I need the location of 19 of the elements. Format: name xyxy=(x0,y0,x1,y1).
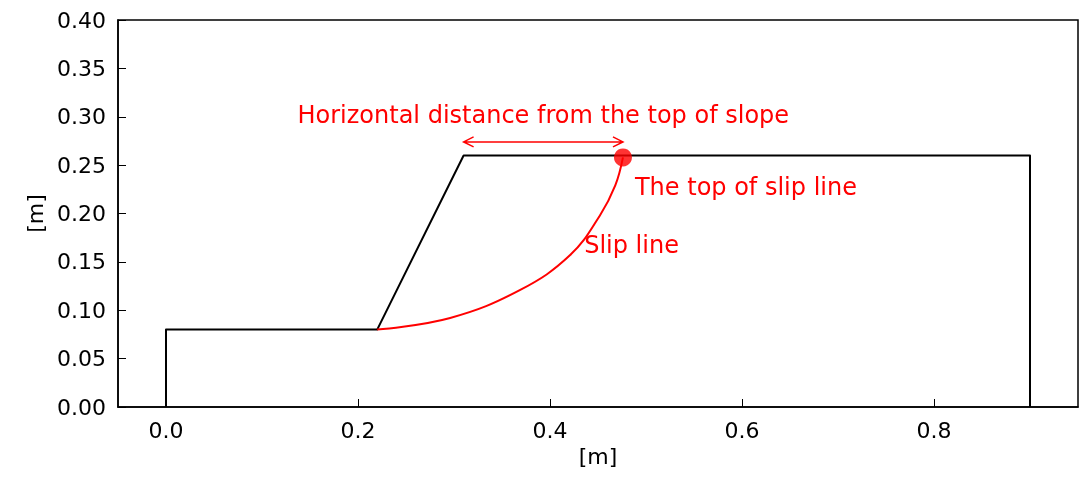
x-axis-title: [m] xyxy=(578,444,618,470)
x-tick-label: 0.0 xyxy=(148,417,184,443)
y-tick-label: 0.25 xyxy=(57,152,106,178)
annotation: Horizontal distance from the top of slope xyxy=(297,101,790,130)
y-tick-label: 0.20 xyxy=(57,201,106,226)
y-tick-label: 0.15 xyxy=(57,249,106,275)
y-tick-label: 0.05 xyxy=(57,346,106,372)
y-tick-label: 0.00 xyxy=(57,394,106,420)
x-tick-label: 0.4 xyxy=(532,417,568,443)
y-tick-label: 0.30 xyxy=(57,104,106,130)
x-tick-label: 0.6 xyxy=(724,417,760,443)
y-tick-label: 0.40 xyxy=(57,7,106,33)
x-tick-label: 0.2 xyxy=(340,417,376,443)
annotation: The top of slip line xyxy=(633,173,857,202)
y-tick-label: 0.10 xyxy=(57,297,106,323)
y-axis-title: [m] xyxy=(22,194,48,233)
y-tick-label: 0.35 xyxy=(57,55,106,81)
x-tick-label: 0.8 xyxy=(916,417,952,443)
annotation: Slip line xyxy=(584,231,679,260)
